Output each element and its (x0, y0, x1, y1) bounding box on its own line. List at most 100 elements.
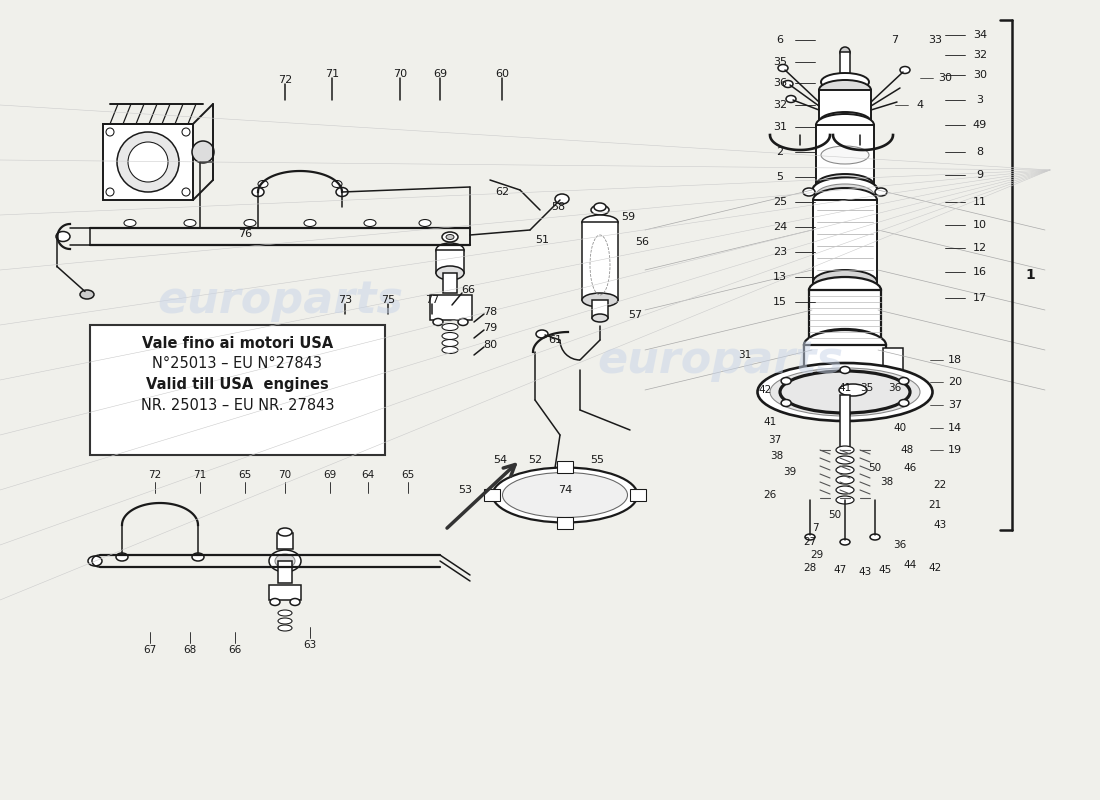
Ellipse shape (840, 539, 850, 545)
Text: 60: 60 (495, 69, 509, 79)
Bar (820, 90, 871, 122)
Text: 63: 63 (304, 640, 317, 650)
Text: 72: 72 (278, 75, 293, 85)
Ellipse shape (442, 339, 458, 346)
Ellipse shape (128, 142, 168, 182)
Ellipse shape (278, 625, 292, 631)
Text: 53: 53 (458, 485, 472, 495)
Ellipse shape (442, 346, 458, 354)
Text: 22: 22 (934, 480, 947, 490)
Text: 44: 44 (903, 560, 916, 570)
Ellipse shape (258, 181, 268, 187)
Text: 8: 8 (977, 147, 983, 157)
Ellipse shape (840, 410, 850, 418)
Bar (90, 325, 385, 455)
Ellipse shape (870, 534, 880, 540)
Ellipse shape (821, 146, 869, 164)
Text: 16: 16 (974, 267, 987, 277)
Text: 50: 50 (828, 510, 842, 520)
Text: 80: 80 (483, 340, 497, 350)
Text: 27: 27 (803, 537, 816, 547)
Text: 66: 66 (229, 645, 242, 655)
Ellipse shape (836, 466, 854, 474)
Text: 36: 36 (893, 540, 906, 550)
Ellipse shape (436, 266, 464, 280)
Ellipse shape (816, 114, 875, 136)
Text: 37: 37 (948, 400, 962, 410)
Text: 65: 65 (239, 470, 252, 480)
Ellipse shape (182, 128, 190, 136)
Ellipse shape (758, 363, 933, 421)
Text: 67: 67 (143, 645, 156, 655)
Ellipse shape (804, 365, 886, 395)
Bar (103, 124, 192, 200)
Ellipse shape (594, 203, 606, 211)
Text: 41: 41 (838, 383, 851, 393)
Text: 37: 37 (769, 435, 782, 445)
Text: 50: 50 (868, 463, 881, 473)
Bar (436, 250, 464, 273)
Ellipse shape (419, 219, 431, 226)
Ellipse shape (556, 194, 569, 204)
Ellipse shape (816, 174, 875, 196)
Text: 45: 45 (879, 565, 892, 575)
Ellipse shape (275, 554, 295, 568)
Bar (816, 125, 875, 185)
Ellipse shape (332, 181, 342, 187)
Text: europarts: europarts (157, 278, 403, 322)
Text: 11: 11 (974, 197, 987, 207)
Ellipse shape (117, 132, 179, 192)
Text: 58: 58 (551, 202, 565, 212)
Ellipse shape (458, 318, 468, 326)
Ellipse shape (493, 467, 638, 522)
Ellipse shape (836, 446, 854, 454)
Text: 17: 17 (972, 293, 987, 303)
Text: 74: 74 (558, 485, 572, 495)
Ellipse shape (840, 47, 850, 57)
Text: europarts: europarts (597, 338, 843, 382)
Ellipse shape (840, 366, 850, 374)
Text: 65: 65 (402, 470, 415, 480)
Bar (278, 561, 292, 583)
Text: 51: 51 (535, 235, 549, 245)
Bar (630, 489, 646, 501)
Text: 43: 43 (858, 567, 871, 577)
Text: 36: 36 (773, 78, 786, 88)
Text: 68: 68 (184, 645, 197, 655)
Ellipse shape (270, 598, 280, 606)
Ellipse shape (836, 476, 854, 484)
Ellipse shape (836, 486, 854, 494)
Ellipse shape (591, 205, 609, 215)
Ellipse shape (80, 290, 94, 299)
Text: 69: 69 (433, 69, 447, 79)
Text: 75: 75 (381, 295, 395, 305)
Ellipse shape (192, 553, 204, 561)
Text: 71: 71 (324, 69, 339, 79)
Text: 38: 38 (770, 451, 783, 461)
Ellipse shape (244, 219, 256, 226)
Bar (804, 345, 886, 380)
Ellipse shape (813, 270, 877, 294)
Text: 42: 42 (928, 563, 942, 573)
Text: 7: 7 (891, 35, 899, 45)
Text: 76: 76 (238, 229, 252, 239)
Text: 42: 42 (758, 385, 771, 395)
Text: 35: 35 (860, 383, 873, 393)
Ellipse shape (836, 456, 854, 464)
Ellipse shape (106, 188, 114, 196)
Text: 61: 61 (548, 335, 562, 345)
Text: 12: 12 (972, 243, 987, 253)
Bar (840, 52, 850, 75)
Ellipse shape (836, 496, 854, 504)
Text: 20: 20 (948, 377, 962, 387)
Ellipse shape (88, 556, 102, 566)
Bar (840, 395, 850, 450)
Bar (813, 200, 877, 282)
Ellipse shape (433, 318, 443, 326)
Text: 78: 78 (483, 307, 497, 317)
Text: 6: 6 (777, 35, 783, 45)
Text: 9: 9 (977, 170, 983, 180)
Text: 39: 39 (783, 467, 796, 477)
Ellipse shape (278, 610, 292, 616)
Text: 54: 54 (493, 455, 507, 465)
